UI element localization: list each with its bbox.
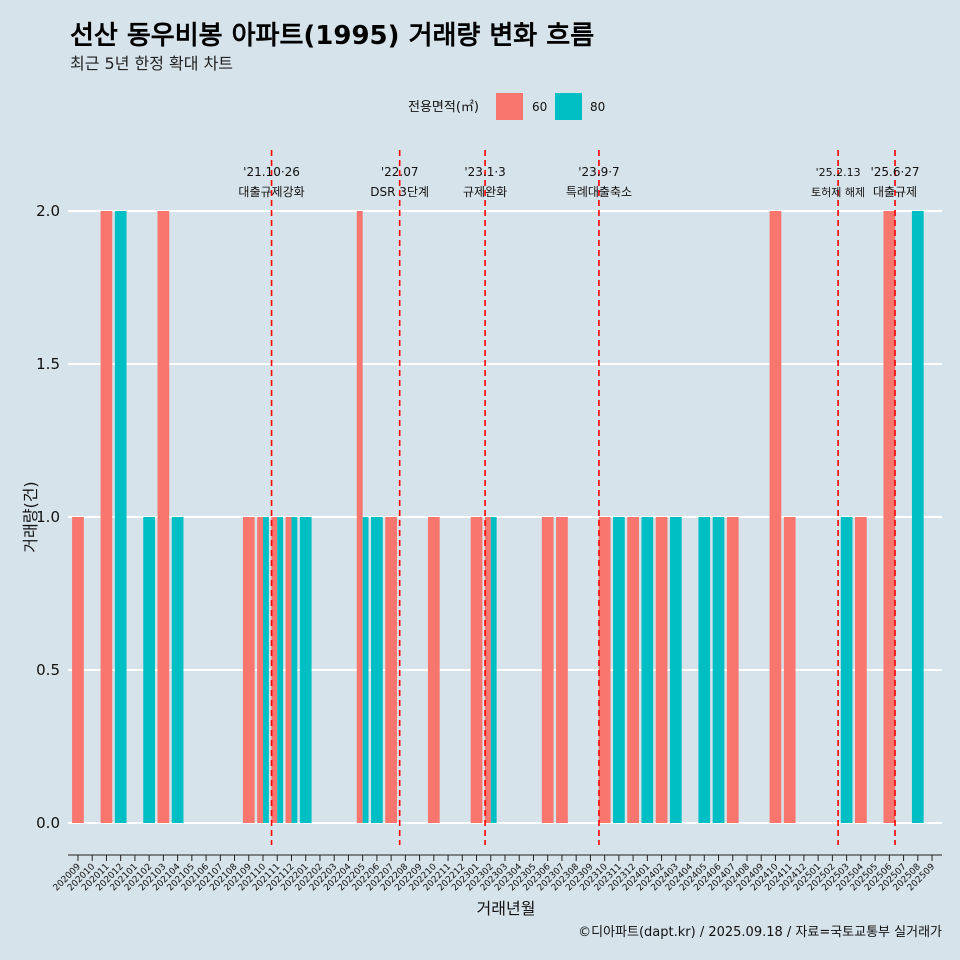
event-name-label: 토허제 해제 <box>811 185 865 199</box>
y-tick-label: 0.5 <box>36 661 60 679</box>
bar-60-202306 <box>541 517 554 823</box>
bar-60-202310 <box>598 517 611 823</box>
event-date-label: '23.1·3 <box>464 165 505 179</box>
event-markers: '21.10·26 대출규제강화 '22.07 DSR 3단계 '23.1·3 규제완화 '… <box>238 150 920 845</box>
bar-80-202205 <box>362 517 369 823</box>
bar-80-202112 <box>291 517 298 823</box>
bar-60-202301 <box>470 517 483 823</box>
bar-80-202102 <box>143 517 156 823</box>
gridlines <box>68 210 942 824</box>
bar-80-202201 <box>299 517 312 823</box>
y-axis: 0.0 0.5 1.0 1.5 2.0 <box>36 202 60 832</box>
event-name-label: DSR 3단계 <box>370 185 429 199</box>
y-tick-label: 2.0 <box>36 202 60 220</box>
bar-80-202406 <box>712 517 725 823</box>
bar-80-202401 <box>641 517 654 823</box>
event-date-label: '21.10·26 <box>243 165 300 179</box>
event-name-label: 대출규제강화 <box>238 185 304 199</box>
y-tick-label: 1.5 <box>36 355 60 373</box>
bar-60-202411 <box>783 517 796 823</box>
legend-title: 전용면적(㎡) <box>408 100 479 115</box>
y-tick-label: 1.0 <box>36 508 60 526</box>
bar-60-202302 <box>484 517 491 823</box>
chart-title: 선산 동우비봉 아파트(1995) 거래량 변화 흐름 <box>70 21 594 51</box>
bar-60-202011 <box>100 211 113 823</box>
event-name-label: 대출규제 <box>873 185 917 199</box>
bar-60-202410 <box>769 211 782 823</box>
x-axis: 2020092020102020112020122021012021022021… <box>52 854 942 893</box>
event-date-label: '22.07 <box>381 165 419 179</box>
bar-60-202109 <box>242 517 255 823</box>
legend-label-60: 60 <box>532 100 547 114</box>
bar-60-202407 <box>726 517 739 823</box>
bar-60-202307 <box>556 517 568 823</box>
chart-subtitle: 최근 5년 한정 확대 차트 <box>70 54 233 73</box>
bar-60-202402 <box>655 517 668 823</box>
bar-60-202112 <box>285 517 292 823</box>
bar-60-202009 <box>72 517 84 823</box>
bar-60-202210 <box>427 517 440 823</box>
bar-60-202504 <box>854 517 867 823</box>
bar-80-202206 <box>371 517 383 823</box>
y-tick-label: 0.0 <box>36 814 60 832</box>
bar-60-202103 <box>157 211 170 823</box>
bar-60-202506 <box>883 211 896 823</box>
bar-60-202111 <box>271 517 278 823</box>
legend-swatch-80 <box>555 93 582 120</box>
event-name-label: 규제완화 <box>463 185 507 199</box>
legend-label-80: 80 <box>590 100 605 114</box>
bar-60-202205 <box>356 211 363 823</box>
event-date-label: '25.6·27 <box>870 165 919 179</box>
bar-80-202111 <box>277 517 284 823</box>
bar-80-202012 <box>114 211 127 823</box>
bar-80-202302 <box>490 517 497 823</box>
y-axis-label: 거래량(건) <box>21 481 40 552</box>
bars <box>72 211 924 823</box>
bar-80-202110 <box>263 517 269 823</box>
caption: ©디아파트(dapt.kr) / 2025.09.18 / 자료=국토교통부 실… <box>578 925 942 940</box>
bar-80-202508 <box>911 211 924 823</box>
event-date-label: '23.9·7 <box>578 165 619 179</box>
bar-60-202207 <box>385 517 397 823</box>
legend-swatch-60 <box>496 93 523 120</box>
event-name-label: 특례대출축소 <box>566 185 632 199</box>
bar-80-202403 <box>669 517 682 823</box>
event-date-label: '25.2.13 <box>816 166 861 179</box>
legend: 전용면적(㎡) 60 80 <box>408 93 605 120</box>
bar-60-202312 <box>627 517 639 823</box>
bar-80-202104 <box>171 517 184 823</box>
bar-80-202503 <box>840 517 853 823</box>
bar-80-202405 <box>698 517 711 823</box>
x-axis-label: 거래년월 <box>477 899 536 918</box>
bar-80-202311 <box>613 517 625 823</box>
bar-60-202110 <box>257 517 264 823</box>
